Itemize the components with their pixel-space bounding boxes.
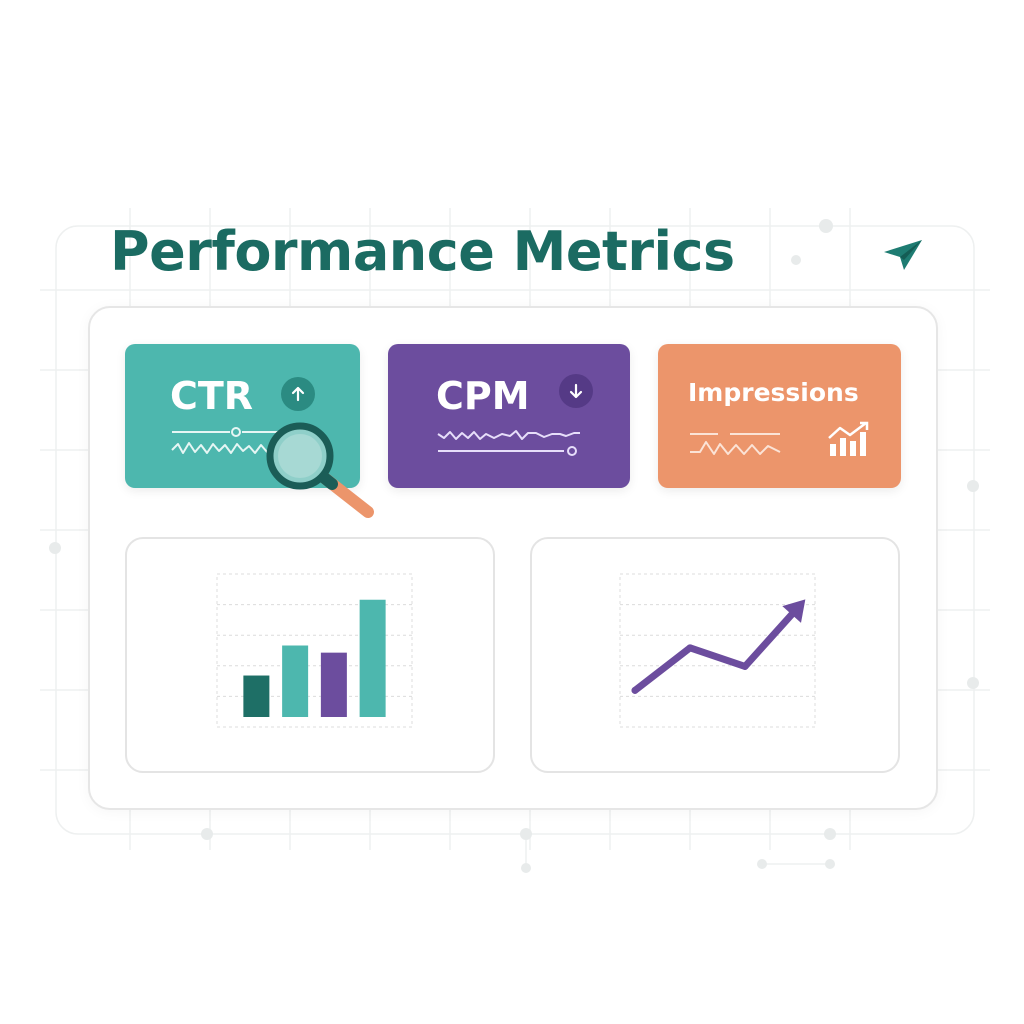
line-chart-grid [619,573,816,728]
arrow-down-icon [559,374,593,408]
line-point-1 [631,686,639,694]
line-point-3 [741,662,749,670]
bar-3 [320,652,347,717]
magnifying-glass-icon [266,422,374,518]
bar-chart-growth-icon [828,421,869,456]
bar-4 [359,599,386,717]
bar-chart [216,573,413,728]
paper-plane-icon[interactable] [882,238,924,272]
metric-card-cpm[interactable]: CPM [388,344,630,488]
bar-1 [243,675,270,717]
line-series [631,601,804,694]
sparkline-icon [437,430,580,456]
metric-label-cpm: CPM [436,374,530,418]
metric-card-impressions[interactable]: Impressions [658,344,901,488]
metric-label-ctr: CTR [170,374,254,418]
line-point-4 [796,601,804,609]
bar-chart-card [125,537,495,773]
line-point-2 [686,644,694,652]
line-chart-card [530,537,900,773]
page-title: Performance Metrics [110,220,735,283]
sparkline-icon [690,433,781,455]
metric-label-impressions: Impressions [688,378,859,407]
line-chart [619,573,816,728]
arrow-up-icon [281,377,315,411]
bar-2 [282,645,309,717]
